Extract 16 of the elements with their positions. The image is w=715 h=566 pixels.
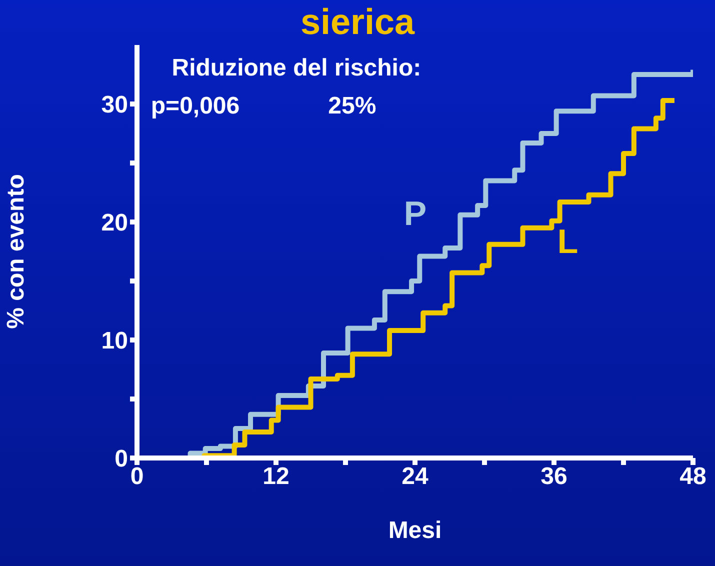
x-tick-label: 24 xyxy=(402,463,429,490)
y-tick-label: 20 xyxy=(101,210,128,237)
series-label: P xyxy=(404,194,427,233)
y-tick-label: 10 xyxy=(101,328,128,355)
x-tick-label: 36 xyxy=(540,463,568,490)
chart-title: sierica xyxy=(299,0,416,44)
series-label: L xyxy=(557,222,578,261)
x-tick-label: 12 xyxy=(262,463,290,490)
y-tick-label: 0 xyxy=(114,446,128,473)
x-tick-label: 48 xyxy=(680,463,706,490)
annotation: Riduzione del rischio: xyxy=(172,54,422,82)
y-axis-title: % con evento xyxy=(2,174,30,329)
annotation: 25% xyxy=(328,92,376,120)
y-tick-label: 30 xyxy=(101,92,128,119)
x-axis-title: Mesi xyxy=(388,517,442,544)
annotation: p=0,006 xyxy=(150,92,240,120)
